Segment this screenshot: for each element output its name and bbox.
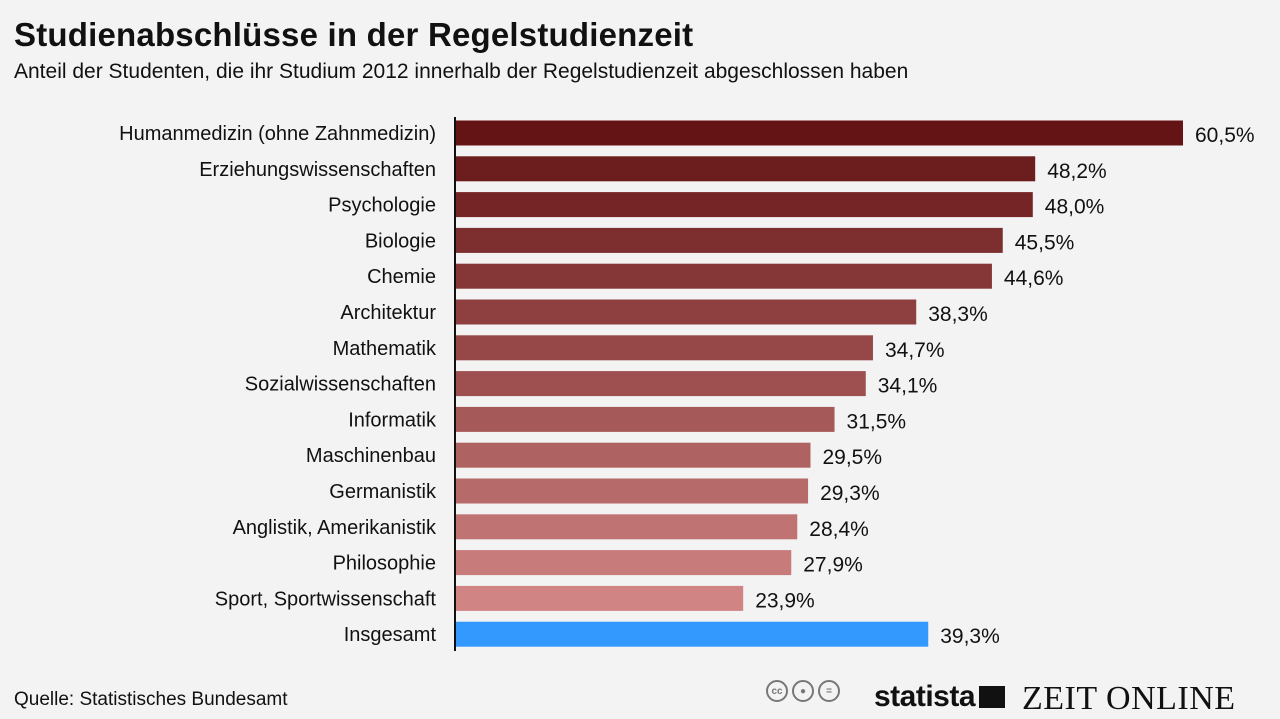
category-label: Chemie [367, 266, 436, 288]
category-label: Maschinenbau [306, 445, 436, 467]
data-label: 48,0% [1045, 196, 1105, 219]
category-label: Insgesamt [344, 624, 437, 646]
data-label: 45,5% [1015, 231, 1075, 254]
category-label: Anglistik, Amerikanistik [233, 517, 437, 539]
bar [456, 621, 929, 647]
category-label: Architektur [340, 302, 436, 324]
data-label: 38,3% [928, 303, 988, 326]
category-label: Philosophie [333, 553, 436, 575]
data-label: 34,1% [878, 375, 938, 398]
category-label: Biologie [365, 230, 436, 252]
category-label: Informatik [348, 409, 437, 431]
bar [456, 406, 835, 432]
bar [456, 120, 1183, 146]
category-label: Humanmedizin (ohne Zahnmedizin) [119, 123, 436, 145]
data-label: 27,9% [803, 554, 863, 577]
data-label: 48,2% [1047, 160, 1107, 183]
data-label: 34,7% [885, 339, 945, 362]
nd-icon: = [818, 680, 840, 702]
category-label: Sozialwissenschaften [245, 374, 436, 396]
data-label: 31,5% [847, 410, 907, 433]
bar [456, 263, 992, 289]
statista-text: statista [874, 680, 976, 713]
data-label: 29,5% [822, 446, 882, 469]
cc-icon: cc [766, 680, 788, 702]
data-label: 44,6% [1004, 267, 1064, 290]
data-label: 23,9% [755, 589, 815, 612]
chart-title: Studienabschlüsse in der Regelstudienzei… [14, 16, 694, 53]
bar [456, 299, 917, 325]
bar [456, 514, 798, 540]
data-label: 29,3% [820, 482, 880, 505]
data-label: 28,4% [809, 518, 869, 541]
bar [456, 550, 792, 576]
creative-commons-icons: cc ● = [766, 680, 840, 702]
category-label: Sport, Sportwissenschaft [215, 588, 437, 610]
category-label: Mathematik [333, 338, 437, 360]
zeit-online-logo: ZEIT ONLINE [1022, 680, 1236, 717]
statista-logo: statista [874, 680, 1006, 714]
bar [456, 227, 1003, 253]
category-label: Germanistik [329, 481, 437, 503]
bar [456, 156, 1036, 182]
chart-subtitle: Anteil der Studenten, die ihr Studium 20… [14, 60, 909, 83]
statista-mark-icon [979, 686, 1006, 708]
bar [456, 478, 809, 504]
category-label: Erziehungswissenschaften [199, 159, 436, 181]
by-icon: ● [792, 680, 814, 702]
data-label: 39,3% [940, 625, 1000, 648]
bar [456, 192, 1033, 218]
bar-chart: Humanmedizin (ohne Zahnmedizin) 60,5% Erzi… [119, 117, 1255, 651]
bar [456, 442, 811, 468]
bar [456, 335, 873, 361]
source-note: Quelle: Statistisches Bundesamt [14, 689, 288, 710]
category-label: Psychologie [328, 195, 436, 217]
data-label: 60,5% [1195, 124, 1255, 147]
bar [456, 585, 744, 611]
bar [456, 371, 866, 397]
